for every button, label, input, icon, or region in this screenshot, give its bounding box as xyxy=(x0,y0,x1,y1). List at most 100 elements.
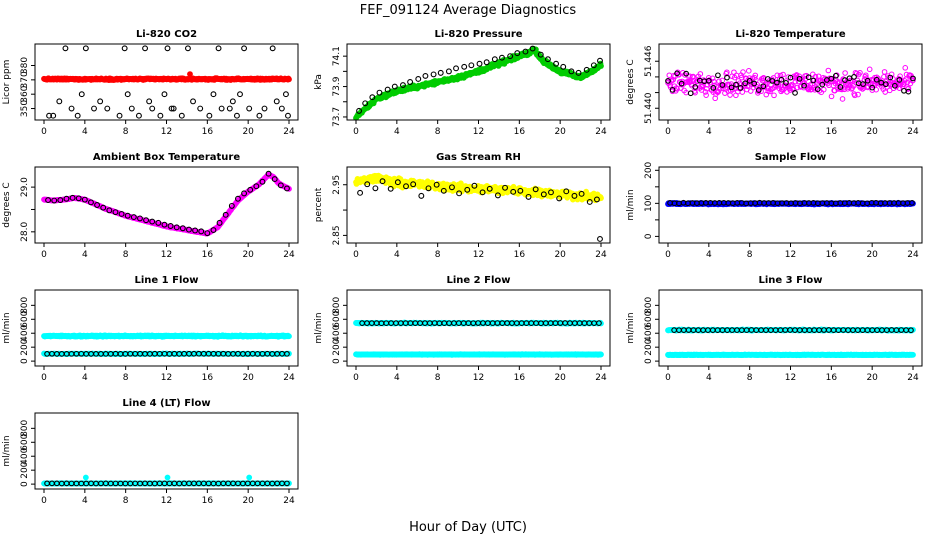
data-point xyxy=(873,76,880,83)
data-point xyxy=(124,91,131,98)
y-axis-label: ml/min xyxy=(626,189,636,220)
y-tick-label: 400 xyxy=(20,324,30,341)
y-tick-label: 73.9 xyxy=(332,76,342,96)
data-point xyxy=(241,45,248,52)
y-axis-label: percent xyxy=(314,187,324,222)
x-tick-label: 16 xyxy=(514,127,526,137)
data-point xyxy=(805,74,812,81)
panel-title: Li-820 CO2 xyxy=(136,29,197,40)
data-point xyxy=(755,87,762,93)
data-point xyxy=(863,72,869,79)
y-tick-label: 600 xyxy=(20,310,30,327)
data-point xyxy=(691,77,697,84)
data-point xyxy=(544,56,551,63)
data-point xyxy=(78,91,85,98)
data-point xyxy=(896,76,903,83)
data-point xyxy=(410,181,417,188)
data-point xyxy=(210,91,217,98)
data-point xyxy=(149,105,156,112)
x-tick-label: 4 xyxy=(394,250,400,260)
y-axis-label: ml/min xyxy=(2,312,12,343)
data-point xyxy=(719,82,726,88)
x-tick-label: 8 xyxy=(747,250,753,260)
x-tick-label: 8 xyxy=(435,250,441,260)
data-point xyxy=(62,45,69,52)
y-tick-label: 29.0 xyxy=(20,177,30,197)
data-point xyxy=(887,74,894,81)
data-point xyxy=(882,81,889,88)
data-point xyxy=(560,63,567,70)
data-point xyxy=(783,80,789,86)
data-point xyxy=(149,218,156,225)
x-tick-label: 4 xyxy=(82,127,88,137)
data-point xyxy=(785,74,792,80)
data-point xyxy=(210,227,217,233)
data-point xyxy=(483,59,490,66)
data-point xyxy=(241,190,248,197)
data-point xyxy=(514,50,521,57)
data-point xyxy=(130,214,137,221)
data-point xyxy=(192,227,199,234)
x-tick-label: 12 xyxy=(473,250,484,260)
data-point xyxy=(190,98,196,105)
data-point xyxy=(517,187,524,194)
data-point xyxy=(820,86,827,93)
data-point xyxy=(746,78,753,84)
data-point xyxy=(68,105,75,112)
data-point xyxy=(905,85,912,92)
y-tick-label: 200 xyxy=(644,161,654,178)
data-point xyxy=(104,105,111,112)
data-point xyxy=(46,112,53,119)
data-point xyxy=(715,88,722,95)
data-point xyxy=(237,91,243,98)
data-point xyxy=(774,79,780,86)
data-point xyxy=(69,194,76,201)
data-point xyxy=(687,90,694,97)
figure-x-label: Hour of Day (UTC) xyxy=(409,520,527,535)
data-point xyxy=(789,82,796,89)
data-point xyxy=(689,82,695,89)
data-point xyxy=(430,71,437,78)
data-point xyxy=(75,195,82,202)
x-tick-label: 20 xyxy=(242,127,254,137)
panel-title: Sample Flow xyxy=(755,152,827,163)
data-point xyxy=(690,73,697,80)
data-point xyxy=(453,65,459,72)
x-tick-label: 24 xyxy=(595,250,607,260)
data-point xyxy=(891,82,898,89)
data-point xyxy=(597,57,603,64)
data-point xyxy=(802,76,809,82)
y-tick-label: 2.95 xyxy=(332,175,342,195)
data-point xyxy=(187,71,193,78)
x-tick-label: 12 xyxy=(161,250,172,260)
data-point xyxy=(284,185,290,192)
data-point xyxy=(715,72,721,79)
data-point xyxy=(45,197,52,204)
y-axis-label: degrees C xyxy=(2,182,12,227)
data-point xyxy=(881,69,888,75)
x-tick-label: 0 xyxy=(41,127,47,137)
data-point xyxy=(703,92,709,98)
data-point xyxy=(218,105,225,112)
data-point xyxy=(494,192,501,199)
data-point xyxy=(787,74,794,81)
x-tick-label: 24 xyxy=(283,373,295,383)
data-point xyxy=(491,56,498,63)
y-tick-label: 73.7 xyxy=(332,107,342,127)
x-tick-label: 24 xyxy=(907,127,919,137)
data-point xyxy=(372,185,379,192)
data-point xyxy=(106,207,113,214)
data-point xyxy=(284,350,290,357)
data-point xyxy=(598,351,604,358)
data-point xyxy=(118,210,125,217)
x-tick-label: 12 xyxy=(785,127,796,137)
y-axis-label: degrees C xyxy=(626,59,636,104)
data-point xyxy=(828,75,835,82)
data-point xyxy=(468,62,475,69)
data-point xyxy=(391,83,398,90)
x-tick-label: 20 xyxy=(554,250,566,260)
data-point xyxy=(269,45,276,52)
data-point xyxy=(905,88,912,95)
data-point xyxy=(683,70,690,77)
